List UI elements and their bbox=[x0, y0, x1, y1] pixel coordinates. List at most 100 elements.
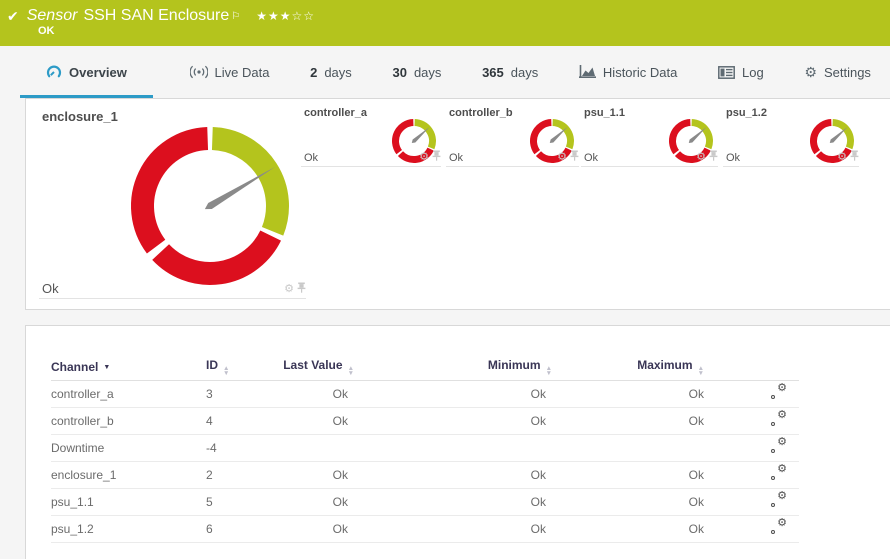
channel-minimum: Ok bbox=[354, 488, 552, 516]
live-data-icon bbox=[189, 65, 208, 79]
gauge-label: enclosure_1 bbox=[42, 109, 118, 124]
channel-id: 5 bbox=[206, 488, 281, 516]
gauge-value: Ok bbox=[304, 152, 319, 164]
channel-last-value: Ok bbox=[281, 488, 354, 516]
gauge-value: Ok bbox=[584, 152, 599, 164]
gauge-label: psu_1.1 bbox=[584, 107, 625, 119]
pin-icon[interactable] bbox=[297, 280, 306, 298]
enclosure-1-gauge bbox=[131, 127, 289, 285]
sort-icon: ▲ ▼ bbox=[697, 364, 704, 377]
gear-icon: ⚙ bbox=[804, 64, 817, 80]
table-row: controller_b 4 Ok Ok Ok ⚙ bbox=[51, 407, 799, 435]
gauge-tile-psu-1-1[interactable]: psu_1.1 Ok ⚙ bbox=[581, 107, 718, 167]
channel-settings-icon[interactable]: ⚙ bbox=[771, 410, 787, 426]
column-header-settings bbox=[704, 354, 799, 381]
chart-icon bbox=[578, 65, 596, 79]
psu-1-2-gauge bbox=[810, 119, 854, 163]
column-header-minimum[interactable]: Minimum ▲ ▼ bbox=[354, 354, 552, 381]
table-row: Downtime -4 ⚙ bbox=[51, 434, 799, 462]
channel-name: psu_1.2 bbox=[51, 515, 206, 543]
channel-id: 6 bbox=[206, 515, 281, 543]
channel-last-value: Ok bbox=[281, 515, 354, 543]
gauges-panel: enclosure_1 Ok ⚙ controller_a Ok ⚙ bbox=[25, 98, 890, 310]
channel-settings-icon[interactable]: ⚙ bbox=[771, 518, 787, 534]
channel-minimum: Ok bbox=[354, 407, 552, 435]
channel-maximum: Ok bbox=[552, 461, 704, 489]
gauge-value: Ok bbox=[42, 281, 59, 296]
controller-a-gauge bbox=[392, 119, 436, 163]
channel-name: Downtime bbox=[51, 434, 206, 462]
pin-icon[interactable] bbox=[432, 148, 441, 166]
page-title: SSH SAN Enclosure bbox=[83, 7, 230, 24]
table-row: controller_a 3 Ok Ok Ok ⚙ bbox=[51, 380, 799, 408]
channel-name: enclosure_1 bbox=[51, 461, 206, 489]
tab-365-days[interactable]: 365 days bbox=[482, 64, 539, 80]
channel-table-panel: Channel ▼ ID ▲ ▼ Last Value ▲ ▼ Minimum ▲ ▼ Max… bbox=[25, 325, 890, 559]
tab-log[interactable]: Log bbox=[714, 46, 768, 98]
channel-last-value: Ok bbox=[281, 380, 354, 408]
pin-icon[interactable] bbox=[850, 148, 859, 166]
gear-icon[interactable]: ⚙ bbox=[284, 282, 294, 295]
gauge-label: controller_b bbox=[449, 107, 513, 119]
channel-minimum: Ok bbox=[354, 380, 552, 408]
table-row: psu_1.2 6 Ok Ok Ok ⚙ bbox=[51, 515, 799, 543]
ok-check-icon: ✔ bbox=[7, 7, 19, 24]
gear-icon[interactable]: ⚙ bbox=[837, 150, 847, 163]
object-type-label: Sensor bbox=[26, 7, 78, 24]
table-row: psu_1.1 5 Ok Ok Ok ⚙ bbox=[51, 488, 799, 516]
channel-id: -4 bbox=[206, 434, 281, 462]
column-header-id[interactable]: ID ▲ ▼ bbox=[206, 354, 281, 381]
sort-icon: ▲ ▼ bbox=[223, 364, 230, 377]
channel-minimum: Ok bbox=[354, 515, 552, 543]
channel-name: controller_a bbox=[51, 380, 206, 408]
channel-settings-icon[interactable]: ⚙ bbox=[771, 464, 787, 480]
tab-2-days[interactable]: 2 days bbox=[310, 64, 352, 80]
status-badge: OK bbox=[38, 25, 55, 37]
channel-minimum bbox=[354, 434, 552, 462]
column-header-channel[interactable]: Channel ▼ bbox=[51, 354, 206, 381]
channel-settings-icon[interactable]: ⚙ bbox=[771, 491, 787, 507]
pin-icon[interactable] bbox=[570, 148, 579, 166]
channel-last-value: Ok bbox=[281, 407, 354, 435]
gauge-tile-controller-b[interactable]: controller_b Ok ⚙ bbox=[446, 107, 579, 167]
channel-name: controller_b bbox=[51, 407, 206, 435]
column-header-maximum[interactable]: Maximum ▲ ▼ bbox=[552, 354, 704, 381]
channel-settings-icon[interactable]: ⚙ bbox=[771, 437, 787, 453]
gear-icon[interactable]: ⚙ bbox=[419, 150, 429, 163]
channel-maximum: Ok bbox=[552, 488, 704, 516]
flag-icon[interactable]: ⚐ bbox=[231, 10, 241, 22]
gauge-tile-psu-1-2[interactable]: psu_1.2 Ok ⚙ bbox=[723, 107, 859, 167]
channel-name: psu_1.1 bbox=[51, 488, 206, 516]
channel-table: Channel ▼ ID ▲ ▼ Last Value ▲ ▼ Minimum ▲ ▼ Max… bbox=[51, 354, 799, 543]
gauge-value: Ok bbox=[449, 152, 464, 164]
log-icon bbox=[718, 65, 735, 79]
sort-icon: ▲ ▼ bbox=[347, 364, 354, 377]
gauge-tile-enclosure-1[interactable]: enclosure_1 Ok ⚙ bbox=[39, 109, 306, 299]
sort-desc-icon: ▼ bbox=[103, 363, 111, 371]
channel-maximum: Ok bbox=[552, 407, 704, 435]
channel-id: 2 bbox=[206, 461, 281, 489]
pin-icon[interactable] bbox=[709, 148, 718, 166]
tab-overview[interactable]: Overview bbox=[20, 46, 153, 98]
channel-settings-icon[interactable]: ⚙ bbox=[771, 383, 787, 399]
tab-live-data[interactable]: Live Data bbox=[186, 46, 274, 98]
gauge-value: Ok bbox=[726, 152, 741, 164]
tab-30-days[interactable]: 30 days bbox=[392, 64, 442, 80]
gear-icon[interactable]: ⚙ bbox=[696, 150, 706, 163]
gauge-label: controller_a bbox=[304, 107, 367, 119]
priority-stars[interactable]: ★★★☆☆ bbox=[256, 9, 316, 23]
channel-id: 4 bbox=[206, 407, 281, 435]
gauge-icon bbox=[46, 64, 62, 80]
tab-historic-data[interactable]: Historic Data bbox=[575, 46, 681, 98]
gear-icon[interactable]: ⚙ bbox=[557, 150, 567, 163]
tab-settings[interactable]: ⚙ Settings bbox=[804, 64, 871, 80]
channel-last-value: Ok bbox=[281, 461, 354, 489]
gauge-tile-controller-a[interactable]: controller_a Ok ⚙ bbox=[301, 107, 441, 167]
psu-1-1-gauge bbox=[669, 119, 713, 163]
sort-icon: ▲ ▼ bbox=[545, 364, 552, 377]
table-row: enclosure_1 2 Ok Ok Ok ⚙ bbox=[51, 461, 799, 489]
column-header-last-value[interactable]: Last Value ▲ ▼ bbox=[281, 354, 354, 381]
table-header-row: Channel ▼ ID ▲ ▼ Last Value ▲ ▼ Minimum ▲ ▼ Max… bbox=[51, 354, 799, 381]
controller-b-gauge bbox=[530, 119, 574, 163]
gauge-label: psu_1.2 bbox=[726, 107, 767, 119]
